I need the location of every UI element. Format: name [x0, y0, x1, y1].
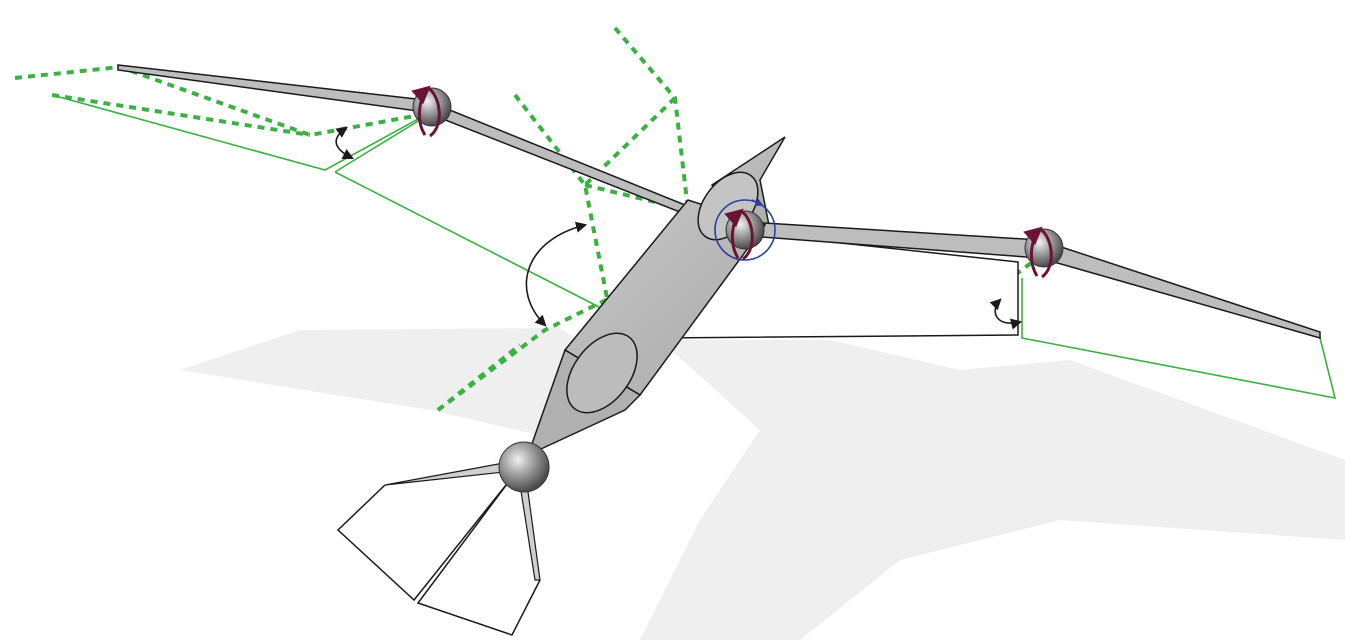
twist-arrow-icon [411, 85, 431, 136]
left-wing-spar [117, 64, 692, 215]
tail-joint [498, 441, 550, 493]
twist-arrow-icon [724, 208, 744, 259]
roll-ring-icon [714, 199, 776, 261]
twist-arrow-icon [1023, 226, 1043, 277]
shoulder-joint [714, 198, 776, 261]
tail-feathers [336, 459, 541, 636]
bird-body [526, 171, 767, 457]
right-elbow-joint [1023, 226, 1064, 279]
angle-arrows [335, 126, 1023, 330]
left-elbow-joint [411, 85, 452, 138]
ground-shadow [180, 328, 1345, 640]
left-wing-membrane [51, 94, 606, 311]
